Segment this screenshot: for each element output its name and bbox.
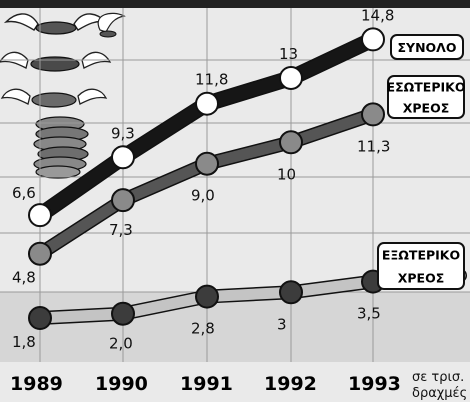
data-label: 2,0 <box>109 335 133 353</box>
data-label: 1,8 <box>12 333 36 351</box>
data-label: 9,0 <box>191 187 215 205</box>
series-name-label: ΧΡΕΟΣ <box>403 101 450 116</box>
unit-label: σε τρισ. δραχμές <box>412 370 467 401</box>
x-tick-label: 1993 <box>348 373 401 395</box>
data-label: 2,8 <box>191 320 215 338</box>
data-label: 14,8 <box>361 6 394 24</box>
series-name-label: ΣΥΝΟΛΟ <box>398 40 457 55</box>
series-tag-box <box>390 34 464 60</box>
data-label: 4,8 <box>12 269 36 287</box>
data-point-marker <box>279 280 303 305</box>
series-tag-box <box>377 242 465 290</box>
data-point-marker <box>361 27 385 52</box>
data-label: 11,8 <box>195 71 228 89</box>
data-point-marker <box>111 145 135 170</box>
data-label: 3,5 <box>357 305 381 323</box>
winged-coin-icon <box>0 88 108 108</box>
x-tick-label: 1990 <box>95 373 148 395</box>
data-point-marker <box>279 130 303 155</box>
data-point-marker <box>28 203 52 228</box>
data-label: 7,3 <box>109 221 133 239</box>
coin-stack-icon <box>33 116 89 179</box>
data-label: 11,3 <box>357 137 390 155</box>
data-label: 13 <box>279 45 298 63</box>
data-point-marker <box>195 151 219 176</box>
unit-label-line-2: δραχμές <box>412 386 467 401</box>
lower-band <box>0 292 470 362</box>
winged-coin-icon <box>97 12 126 38</box>
series-tag-box <box>387 75 465 119</box>
data-label: 9,3 <box>111 124 135 142</box>
data-point-marker <box>195 284 219 309</box>
x-tick-label: 1989 <box>10 373 63 395</box>
data-point-marker <box>28 306 52 330</box>
unit-label-line-1: σε τρισ. <box>412 370 464 385</box>
x-tick-label: 1991 <box>180 373 233 395</box>
data-point-marker <box>195 91 219 116</box>
data-point-marker <box>279 65 303 90</box>
series-name-label: ΧΡΕΟΣ <box>398 271 445 286</box>
top-strip <box>0 0 470 8</box>
data-label: 6,6 <box>12 184 36 202</box>
series-name-label: ΕΣΩΤΕΡΙΚΟ <box>387 80 466 95</box>
data-point-marker <box>361 102 385 127</box>
winged-coin-icon <box>3 13 109 35</box>
data-point-marker <box>111 301 135 326</box>
flying-coins-illustration <box>0 12 126 179</box>
data-label: 10 <box>277 165 296 183</box>
data-point-marker <box>28 241 52 266</box>
data-point-marker <box>111 188 135 213</box>
x-tick-label: 1992 <box>264 373 317 395</box>
data-label: 3 <box>277 315 287 333</box>
series-name-label: ΕΞΩΤΕΡΙΚΟ <box>382 248 460 263</box>
